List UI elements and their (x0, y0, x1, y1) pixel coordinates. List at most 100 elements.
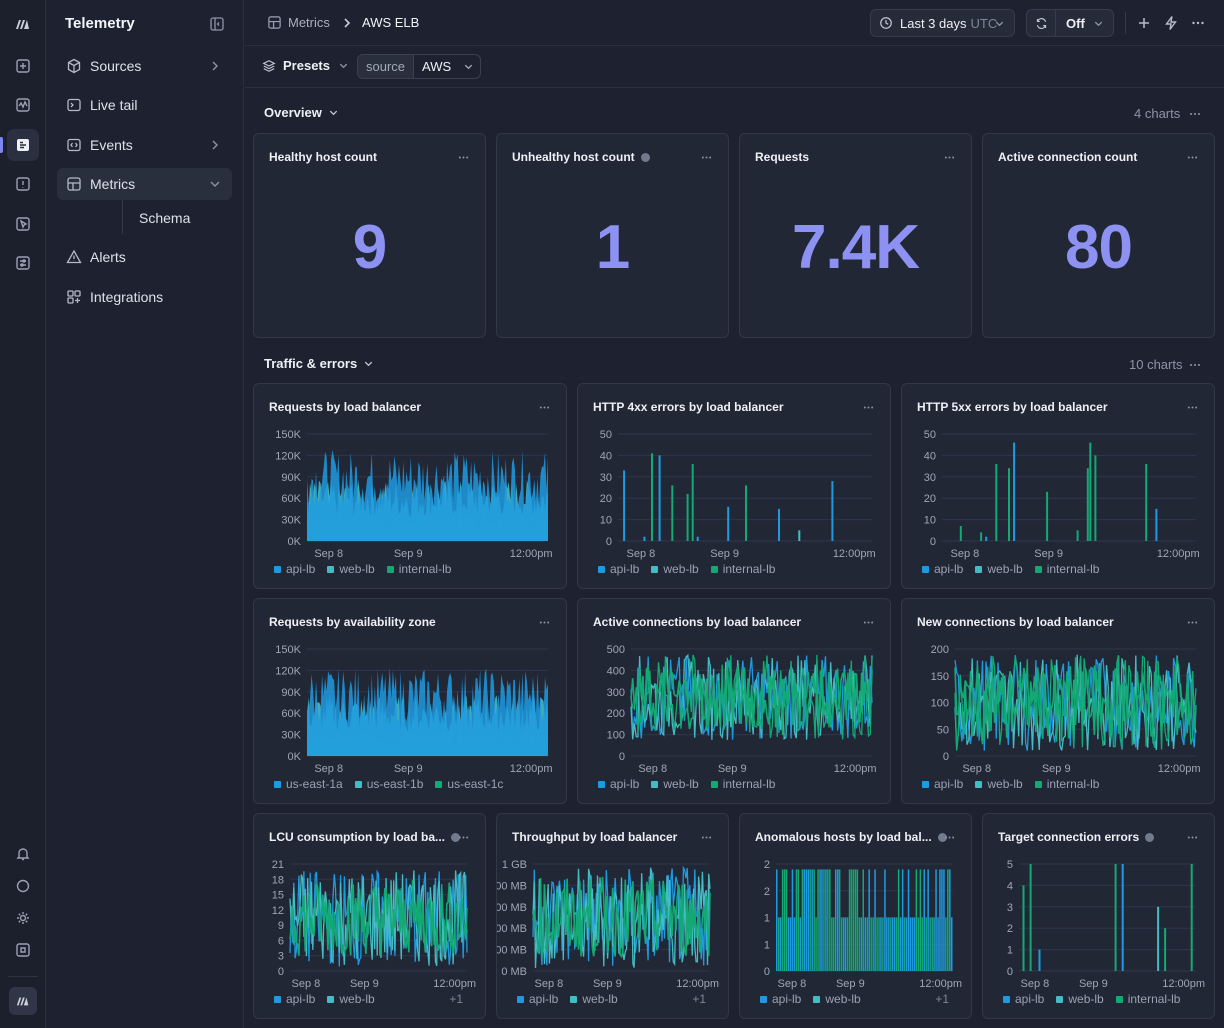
legend-item[interactable]: web-lb (1056, 992, 1104, 1006)
sidebar-item-live-tail[interactable]: Live tail (57, 89, 232, 121)
section-traffic-header[interactable]: Traffic & errors (264, 356, 374, 371)
cursor-icon[interactable] (7, 208, 39, 240)
legend-item[interactable]: api-lb (598, 777, 639, 791)
chart-card[interactable]: HTTP 4xx errors by load balancer 50 40 30 20… (577, 383, 891, 589)
sidebar-item-alerts[interactable]: Alerts (57, 241, 232, 273)
legend-item[interactable]: web-lb (327, 562, 375, 576)
time-range-picker[interactable]: Last 3 days UTC (870, 9, 1015, 37)
legend-item[interactable]: internal-lb (1034, 777, 1099, 791)
more-icon[interactable] (1188, 107, 1202, 121)
chart-plot[interactable]: 1 GB 800 MB 600 MB 400 MB 200 MB 0 MB Sep 8 Sep… (497, 814, 730, 1020)
sidebar-item-schema[interactable]: Schema (139, 210, 191, 226)
sidebar-collapse-icon[interactable] (209, 16, 225, 32)
legend-item[interactable]: us-east-1a (274, 777, 343, 791)
bell-icon[interactable] (7, 838, 39, 870)
legend-item[interactable]: api-lb (922, 562, 963, 576)
legend-item[interactable]: api-lb (1003, 992, 1044, 1006)
refresh-control[interactable]: Off (1026, 9, 1114, 37)
legend-item[interactable]: web-lb (813, 992, 861, 1006)
legend-item[interactable]: web-lb (651, 562, 699, 576)
legend-more-count[interactable]: +1 (449, 992, 463, 1006)
command-icon[interactable] (7, 934, 39, 966)
refresh-button[interactable] (1027, 10, 1056, 36)
legend-more-count[interactable]: +1 (935, 992, 949, 1006)
more-icon[interactable] (457, 151, 470, 164)
info-icon[interactable] (937, 832, 947, 842)
legend-item[interactable]: web-lb (327, 992, 375, 1006)
more-icon[interactable] (1186, 151, 1199, 164)
source-filter-chip[interactable]: source AWS (357, 54, 482, 79)
sparkle-icon[interactable] (7, 50, 39, 82)
legend-item[interactable]: internal-lb (1034, 562, 1099, 576)
legend-item[interactable]: internal-lb (1115, 992, 1180, 1006)
more-icon[interactable] (538, 616, 551, 629)
sidebar-item-events[interactable]: Events (57, 129, 232, 161)
chart-card[interactable]: Requests by load balancer 150K 120K 90K 60K 3… (253, 383, 567, 589)
add-icon[interactable] (1136, 15, 1152, 31)
more-icon[interactable] (1186, 831, 1199, 844)
chart-card[interactable]: Anomalous hosts by load bal... 2 2 1 1 0 Sep 8… (739, 813, 972, 1019)
more-icon[interactable] (1186, 401, 1199, 414)
chart-plot[interactable]: 2 2 1 1 0 Sep 8 Sep 9 12:00pm (740, 814, 973, 1020)
workspace-avatar[interactable] (9, 987, 37, 1015)
chart-card[interactable]: Throughput by load balancer 1 GB 800 MB 600… (496, 813, 729, 1019)
chart-plot[interactable]: 150K 120K 90K 60K 30K 0K Sep 8 Sep 9 12:00pm (254, 599, 568, 805)
more-icon[interactable] (943, 831, 956, 844)
more-icon[interactable] (1186, 616, 1199, 629)
logs-icon[interactable] (7, 129, 39, 161)
chart-plot[interactable]: 5 4 3 2 1 0 Sep 8 Sep 9 12:00pm (983, 814, 1216, 1020)
chart-plot[interactable]: 500 400 300 200 100 0 Sep 8 Sep 9 12:00pm (578, 599, 892, 805)
info-icon[interactable] (1145, 832, 1155, 842)
logo-icon[interactable] (7, 8, 39, 40)
sidebar-item-metrics[interactable]: Metrics (57, 168, 232, 200)
chart-card[interactable]: Requests by availability zone 150K 120K 90K… (253, 598, 567, 804)
chart-plot[interactable]: 150K 120K 90K 60K 30K 0K Sep 8 Sep 9 12:00pm (254, 384, 568, 590)
chart-card[interactable]: LCU consumption by load ba... 21 18 15 12 9 6 3… (253, 813, 486, 1019)
stat-card[interactable]: Healthy host count 9 (253, 133, 486, 338)
stat-card[interactable]: Unhealthy host count 1 (496, 133, 729, 338)
legend-item[interactable]: api-lb (274, 992, 315, 1006)
section-overview-header[interactable]: Overview (264, 105, 339, 120)
more-icon[interactable] (862, 616, 875, 629)
sidebar-item-integrations[interactable]: Integrations (57, 281, 232, 313)
legend-item[interactable]: web-lb (570, 992, 618, 1006)
sun-icon[interactable] (7, 902, 39, 934)
legend-item[interactable]: us-east-1b (354, 777, 423, 791)
breadcrumb-metrics[interactable]: Metrics (288, 15, 330, 30)
presets-dropdown[interactable]: Presets (262, 58, 356, 73)
legend-item[interactable]: web-lb (975, 777, 1023, 791)
sidebar-item-sources[interactable]: Sources (57, 50, 232, 82)
chart-plot[interactable]: 50 40 30 20 10 0 Sep 8 Sep 9 12:00pm (578, 384, 892, 590)
more-icon[interactable] (862, 401, 875, 414)
chart-card[interactable]: Target connection errors 5 4 3 2 1 0 Sep 8 Sep 9… (982, 813, 1215, 1019)
sliders-icon[interactable] (7, 247, 39, 279)
chart-card[interactable]: New connections by load balancer 200 150 10… (901, 598, 1215, 804)
legend-more-count[interactable]: +1 (692, 992, 706, 1006)
more-icon[interactable] (538, 401, 551, 414)
legend-item[interactable]: api-lb (598, 562, 639, 576)
legend-item[interactable]: internal-lb (710, 777, 775, 791)
legend-item[interactable]: web-lb (651, 777, 699, 791)
chart-card[interactable]: HTTP 5xx errors by load balancer 50 40 30 20… (901, 383, 1215, 589)
legend-item[interactable]: internal-lb (386, 562, 451, 576)
more-icon[interactable] (457, 831, 470, 844)
chart-plot[interactable]: 200 150 100 50 0 Sep 8 Sep 9 12:00pm (902, 599, 1216, 805)
legend-item[interactable]: api-lb (922, 777, 963, 791)
legend-item[interactable]: api-lb (274, 562, 315, 576)
filter-value[interactable]: AWS (414, 59, 480, 74)
alert-box-icon[interactable] (7, 168, 39, 200)
info-icon[interactable] (640, 152, 650, 162)
activity-icon[interactable] (7, 89, 39, 121)
chart-plot[interactable]: 21 18 15 12 9 6 3 0 Sep 8 Sep 9 12:00pm (254, 814, 487, 1020)
lightning-icon[interactable] (1163, 15, 1179, 31)
chat-icon[interactable] (7, 870, 39, 902)
stat-card[interactable]: Active connection count 80 (982, 133, 1215, 338)
legend-item[interactable]: us-east-1c (435, 777, 503, 791)
stat-card[interactable]: Requests 7.4K (739, 133, 972, 338)
legend-item[interactable]: internal-lb (710, 562, 775, 576)
more-icon[interactable] (700, 831, 713, 844)
more-icon[interactable] (700, 151, 713, 164)
more-icon[interactable] (943, 151, 956, 164)
legend-item[interactable]: api-lb (517, 992, 558, 1006)
more-icon[interactable] (1190, 15, 1206, 31)
